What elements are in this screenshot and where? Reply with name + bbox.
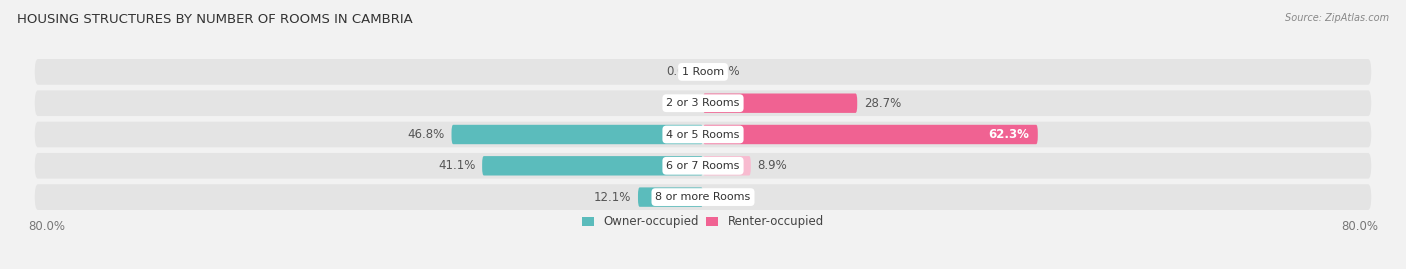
Text: 80.0%: 80.0% bbox=[28, 220, 65, 233]
Text: 12.1%: 12.1% bbox=[593, 191, 631, 204]
Text: 8 or more Rooms: 8 or more Rooms bbox=[655, 192, 751, 202]
Text: 0.0%: 0.0% bbox=[666, 65, 696, 78]
Text: 8.9%: 8.9% bbox=[758, 159, 787, 172]
Text: 0.0%: 0.0% bbox=[666, 97, 696, 110]
Text: 0.0%: 0.0% bbox=[710, 191, 740, 204]
FancyBboxPatch shape bbox=[35, 153, 1371, 179]
Text: 46.8%: 46.8% bbox=[408, 128, 444, 141]
Text: 2 or 3 Rooms: 2 or 3 Rooms bbox=[666, 98, 740, 108]
Text: 4 or 5 Rooms: 4 or 5 Rooms bbox=[666, 129, 740, 140]
FancyBboxPatch shape bbox=[35, 90, 1371, 116]
Text: 0.0%: 0.0% bbox=[710, 65, 740, 78]
FancyBboxPatch shape bbox=[638, 187, 703, 207]
FancyBboxPatch shape bbox=[703, 125, 1038, 144]
Text: 6 or 7 Rooms: 6 or 7 Rooms bbox=[666, 161, 740, 171]
FancyBboxPatch shape bbox=[35, 184, 1371, 210]
Text: 62.3%: 62.3% bbox=[988, 128, 1029, 141]
Text: 41.1%: 41.1% bbox=[437, 159, 475, 172]
FancyBboxPatch shape bbox=[703, 156, 751, 175]
FancyBboxPatch shape bbox=[35, 122, 1371, 147]
Text: Source: ZipAtlas.com: Source: ZipAtlas.com bbox=[1285, 13, 1389, 23]
FancyBboxPatch shape bbox=[703, 94, 858, 113]
FancyBboxPatch shape bbox=[482, 156, 703, 175]
FancyBboxPatch shape bbox=[451, 125, 703, 144]
Text: 28.7%: 28.7% bbox=[865, 97, 901, 110]
Text: HOUSING STRUCTURES BY NUMBER OF ROOMS IN CAMBRIA: HOUSING STRUCTURES BY NUMBER OF ROOMS IN… bbox=[17, 13, 412, 26]
Legend: Owner-occupied, Renter-occupied: Owner-occupied, Renter-occupied bbox=[582, 215, 824, 228]
Text: 80.0%: 80.0% bbox=[1341, 220, 1378, 233]
FancyBboxPatch shape bbox=[35, 59, 1371, 85]
Text: 1 Room: 1 Room bbox=[682, 67, 724, 77]
